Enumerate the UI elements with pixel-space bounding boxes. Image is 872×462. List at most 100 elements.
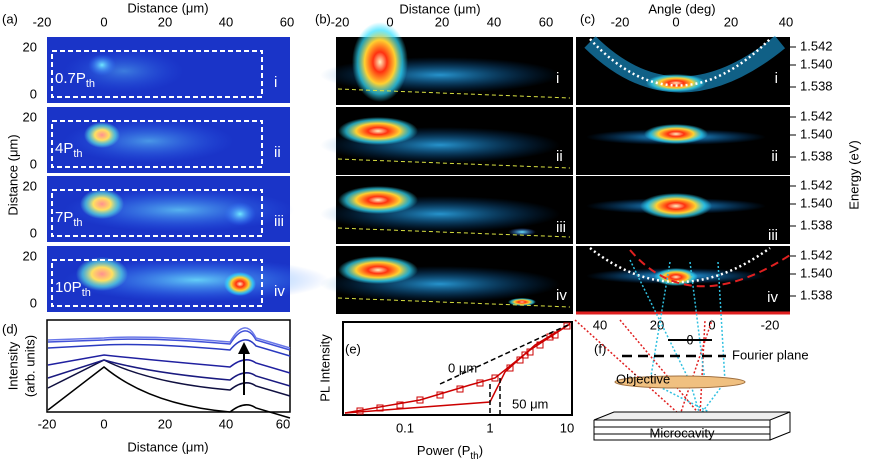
spot	[644, 124, 708, 144]
y-axis-label: PL Intensity	[317, 334, 332, 402]
row-label: iii	[768, 227, 778, 244]
y-tick-label: 0	[30, 86, 37, 101]
marker	[396, 401, 404, 409]
spot	[80, 189, 124, 219]
x-tick-label: 0	[386, 14, 393, 29]
marker	[506, 364, 514, 372]
x-tick-label: 60	[280, 14, 294, 29]
marker	[376, 404, 384, 412]
fourier-label: Fourier plane	[732, 347, 809, 362]
marker	[536, 341, 544, 349]
x-axis-label-end: )	[479, 443, 483, 458]
row-label: ii	[556, 148, 563, 165]
x-tick-label: 40	[593, 317, 607, 332]
y-tick-label: 1.542	[800, 177, 833, 192]
power-label-sub: th	[82, 287, 91, 299]
x-tick-label: 10	[560, 420, 574, 435]
outline	[51, 50, 263, 98]
x-axis-label: Distance (μm)	[399, 1, 480, 16]
spot	[646, 74, 706, 92]
x-tick-label: 20	[724, 14, 738, 29]
spot	[338, 256, 418, 284]
spot	[76, 257, 128, 291]
x-tick-label: 40	[219, 416, 233, 431]
spot	[640, 193, 712, 219]
y-tick-label: 1.542	[800, 38, 833, 53]
power-label-sub: th	[73, 217, 82, 229]
row-label: i	[556, 70, 559, 87]
dispersion-red	[629, 249, 791, 288]
x-tick-label: 0.1	[396, 420, 414, 435]
profile	[47, 339, 291, 357]
fit	[439, 323, 571, 414]
y-tick-label: 1.542	[800, 247, 833, 262]
profile	[47, 366, 291, 419]
spot	[338, 186, 418, 214]
plot-frame	[342, 321, 573, 416]
x-tick-label: 60	[539, 14, 553, 29]
row-label: iv	[274, 283, 285, 300]
x-axis-label: Distance (μm)	[127, 0, 208, 15]
objective	[614, 375, 746, 389]
profile	[47, 354, 291, 374]
x-axis-label-sub: th	[470, 451, 478, 462]
y-tick-label: 0	[30, 156, 37, 171]
outline	[51, 189, 263, 237]
y-tick-label: 1.540	[800, 195, 833, 210]
x-tick-label: 0	[672, 14, 679, 29]
power-label-main: 7P	[55, 209, 73, 226]
x-axis-label: Distance (μm)	[127, 439, 208, 454]
power-label: 7Pth	[55, 209, 83, 229]
x-tick-label: -20	[38, 416, 57, 431]
row-label: i	[274, 74, 277, 91]
y-tick-label: 20	[23, 178, 37, 193]
x-tick-label: 40	[487, 14, 501, 29]
y-tick-label: 1.538	[800, 78, 833, 93]
marker	[456, 385, 464, 393]
outline	[51, 120, 263, 168]
x-tick-label: 0	[100, 14, 107, 29]
marker	[356, 407, 364, 415]
power-label-sub: th	[86, 78, 95, 90]
power-label-sub: th	[73, 148, 82, 160]
power-label: 10Pth	[55, 279, 91, 299]
power-label: 4Pth	[55, 140, 83, 160]
y-tick-label: 1.542	[800, 108, 833, 123]
profile	[47, 359, 291, 387]
y-tick-label: 1.540	[800, 56, 833, 71]
spot	[84, 122, 120, 148]
power-label: 0.7Pth	[55, 70, 95, 90]
objective-label: Objective	[616, 371, 670, 386]
x-tick-label: 1	[486, 420, 493, 435]
row-label: iv	[556, 287, 567, 304]
panel-label: (a)	[2, 11, 18, 26]
x-axis-label-main: Power (P	[417, 443, 470, 458]
dispersion	[337, 158, 571, 169]
y-tick-label: 1.538	[800, 217, 833, 232]
dispersion	[337, 88, 571, 99]
sample-label: Microcavity	[649, 425, 715, 440]
panel-label: (c)	[580, 11, 595, 26]
x-tick-label: 60	[276, 416, 290, 431]
y-tick-label: 0	[30, 295, 37, 310]
marker	[491, 374, 499, 382]
row-label: iv	[767, 289, 778, 306]
profile	[47, 330, 291, 351]
dispersion	[337, 297, 571, 308]
profile	[47, 359, 291, 397]
y-tick-label: 1.540	[800, 265, 833, 280]
spot	[338, 117, 418, 145]
y-tick-label: 1.538	[800, 148, 833, 163]
x-tick-label: 20	[158, 14, 172, 29]
panel-label: (b)	[315, 11, 331, 26]
panel-label: (e)	[345, 341, 361, 356]
power-label-main: 0.7P	[55, 70, 86, 87]
profile	[47, 327, 291, 349]
y-axis-label: Energy (eV)	[846, 140, 861, 209]
y-axis-label: Intensity	[5, 341, 20, 390]
annotation: 50 μm	[512, 396, 548, 411]
outline	[51, 259, 263, 307]
x-tick-label: 40	[779, 14, 793, 29]
y-axis-label: Distance (μm)	[5, 134, 20, 215]
